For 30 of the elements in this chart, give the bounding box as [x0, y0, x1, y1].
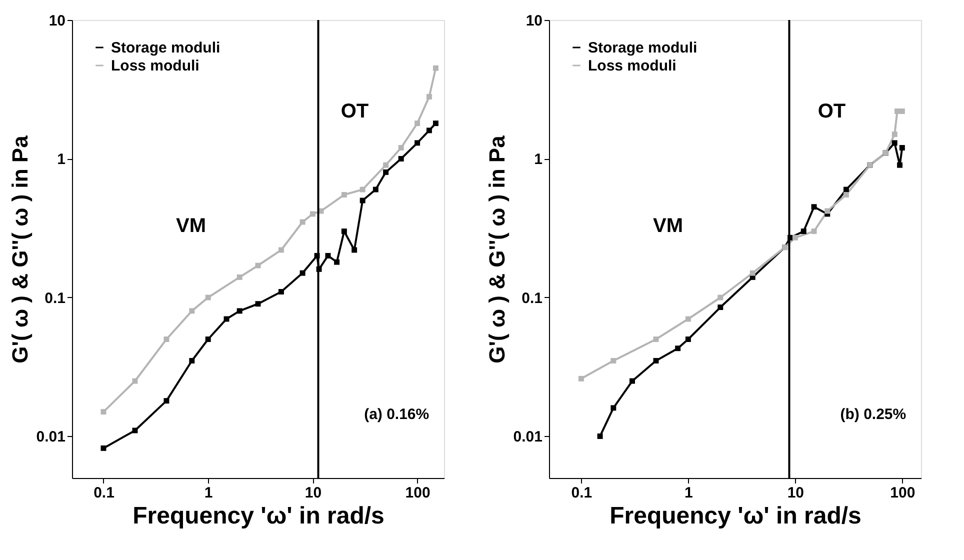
annotation: OT: [818, 100, 846, 123]
y-tick-label: 1: [534, 151, 542, 168]
annotation: OT: [340, 100, 369, 123]
y-tick-label: 0.1: [522, 290, 542, 307]
x-tick-label: 0.1: [571, 484, 592, 502]
x-axis-title: Frequency 'ω' in rad/s: [610, 502, 862, 530]
legend-label: Storage moduli: [588, 40, 698, 56]
legend-label: Loss moduli: [588, 58, 676, 74]
x-tick-label: 1: [204, 484, 213, 502]
x-tick-label: 100: [405, 484, 430, 502]
y-tick-label: 10: [526, 12, 542, 30]
y-tick-label: 0.1: [44, 290, 66, 307]
y-tick-label: 10: [48, 12, 66, 30]
y-tick-label: 1: [57, 151, 66, 168]
x-tick-label: 1: [684, 484, 693, 502]
x-axis-title: Frequency 'ω' in rad/s: [132, 502, 384, 530]
y-tick-label: 0.01: [36, 428, 66, 446]
y-axis-title: G'( ω ) & G''( ω ) in Pa: [484, 134, 510, 364]
x-tick-label: 10: [787, 484, 804, 502]
y-axis-title: G'( ω ) & G''( ω ) in Pa: [7, 134, 32, 364]
x-tick-label: 10: [304, 484, 322, 502]
annotation: (b) 0.25%: [840, 406, 906, 423]
annotation: VM: [176, 215, 206, 238]
legend-label: Storage moduli: [111, 40, 220, 56]
y-tick-label: 0.01: [513, 428, 542, 446]
x-tick-label: 100: [890, 484, 916, 502]
annotation: VM: [653, 215, 684, 238]
legend-label: Loss moduli: [111, 58, 200, 74]
x-tick-label: 0.1: [94, 484, 114, 502]
annotation: (a) 0.16%: [364, 406, 430, 423]
